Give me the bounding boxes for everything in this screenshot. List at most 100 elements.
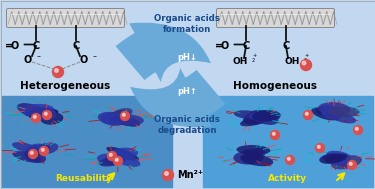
Text: pH↓: pH↓ [177,53,197,61]
Circle shape [302,61,306,65]
Ellipse shape [326,110,356,123]
Ellipse shape [105,154,127,163]
Ellipse shape [319,153,344,164]
Text: $^-$: $^-$ [35,54,42,60]
Ellipse shape [243,110,273,125]
Circle shape [53,67,63,77]
Circle shape [120,112,129,121]
Circle shape [32,114,40,122]
Circle shape [305,112,308,115]
Ellipse shape [97,154,122,165]
Text: Reusability: Reusability [55,174,112,183]
Circle shape [55,69,58,72]
Text: Homogeneous: Homogeneous [234,81,318,91]
Ellipse shape [250,110,278,125]
Bar [2,96,172,187]
Ellipse shape [24,109,58,117]
Ellipse shape [112,115,140,127]
Ellipse shape [245,148,265,162]
Ellipse shape [326,151,351,161]
Text: Organic acids
formation: Organic acids formation [154,14,220,34]
Text: O: O [24,55,32,65]
Ellipse shape [249,112,279,122]
Ellipse shape [99,156,124,167]
Ellipse shape [20,104,54,116]
Circle shape [315,143,324,153]
Circle shape [28,149,38,159]
Ellipse shape [109,110,131,123]
Text: Activity: Activity [268,174,307,183]
Text: C: C [242,41,250,51]
Ellipse shape [108,152,140,167]
Circle shape [272,132,275,135]
Circle shape [33,115,36,118]
Text: =: = [5,41,13,51]
Ellipse shape [240,115,272,126]
Text: OH: OH [284,57,300,67]
Circle shape [356,127,358,130]
Ellipse shape [24,150,46,163]
Ellipse shape [233,151,263,165]
Ellipse shape [311,107,340,120]
Text: C: C [32,41,40,51]
Ellipse shape [98,112,128,125]
Ellipse shape [29,107,57,121]
Ellipse shape [325,156,356,167]
Ellipse shape [12,142,42,154]
FancyBboxPatch shape [216,9,334,28]
Circle shape [30,151,33,154]
Ellipse shape [37,142,58,154]
Ellipse shape [111,108,133,120]
Text: pH↑: pH↑ [177,88,197,97]
Ellipse shape [243,149,263,158]
Text: $_2^+$: $_2^+$ [251,53,258,65]
Ellipse shape [29,109,58,119]
Text: O: O [221,41,229,51]
Ellipse shape [237,145,270,155]
Circle shape [354,125,363,135]
Ellipse shape [12,151,41,163]
Ellipse shape [240,154,273,166]
Circle shape [270,130,279,139]
Text: C: C [72,41,80,51]
Text: $_2^+$: $_2^+$ [303,53,310,65]
Ellipse shape [242,151,262,164]
Circle shape [348,160,357,170]
Circle shape [165,172,168,175]
Text: Organic acids
degradation: Organic acids degradation [154,115,220,135]
Circle shape [300,60,312,70]
Ellipse shape [40,112,63,125]
Bar [203,96,373,187]
Circle shape [317,145,320,148]
Circle shape [122,113,125,116]
Circle shape [41,148,44,151]
Text: O: O [11,41,19,51]
FancyArrowPatch shape [116,22,211,82]
Ellipse shape [316,105,342,117]
Ellipse shape [323,154,349,165]
Ellipse shape [328,106,360,117]
Text: C: C [282,41,290,51]
Text: Heterogeneous: Heterogeneous [20,81,111,91]
FancyBboxPatch shape [6,9,124,28]
Circle shape [110,153,112,156]
Text: $^-$: $^-$ [91,54,98,60]
Circle shape [162,170,174,180]
Circle shape [42,111,51,119]
Ellipse shape [321,106,343,119]
Circle shape [303,111,312,119]
Circle shape [39,146,48,156]
Circle shape [287,157,290,160]
Ellipse shape [106,147,139,161]
Circle shape [350,162,352,165]
Circle shape [285,156,294,164]
Ellipse shape [318,102,351,116]
Text: Mn²⁺: Mn²⁺ [177,170,203,180]
Ellipse shape [17,103,50,119]
Ellipse shape [234,110,264,119]
Circle shape [108,152,117,160]
Circle shape [114,156,123,166]
Ellipse shape [326,154,347,163]
Ellipse shape [100,112,126,126]
Ellipse shape [26,144,50,156]
